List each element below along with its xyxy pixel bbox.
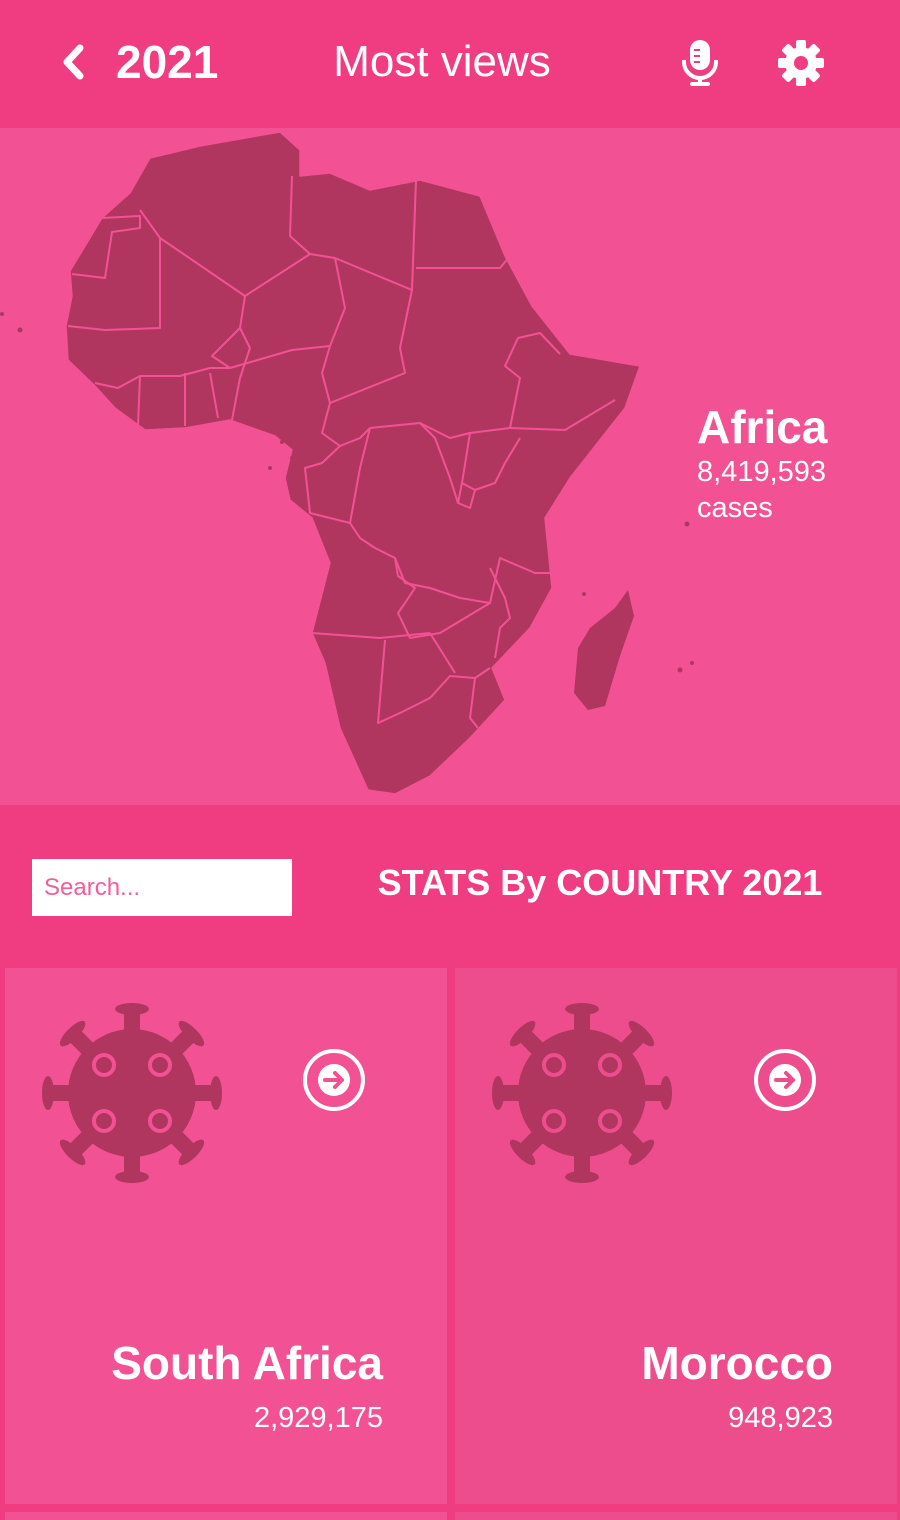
arrow-right-circle-icon [303,1049,365,1111]
arrow-right-circle-icon [754,1049,816,1111]
country-borders [67,175,616,729]
region-cases-unit: cases [697,492,773,524]
map-islands [0,312,694,673]
country-cases: 948,923 [728,1402,833,1434]
country-card-morocco[interactable]: Morocco 948,923 [455,968,897,1504]
virus-icon [492,1003,672,1183]
virus-spikes [492,1003,672,1183]
app-header: 2021 Most views [0,0,900,128]
page-title: Most views [333,37,551,86]
open-country-button[interactable] [753,1048,817,1112]
stats-toolbar: STATS By COUNTRY 2021 [0,805,900,968]
chevron-left-icon [63,44,84,80]
country-card-south-africa[interactable]: South Africa 2,929,175 [5,968,447,1504]
year-label[interactable]: 2021 [116,36,219,88]
country-cases: 2,929,175 [253,1402,383,1434]
gear-icon [778,40,824,86]
open-country-button[interactable] [302,1048,366,1112]
search-input[interactable] [32,859,292,916]
region-map-panel: Africa 8,419,593 cases [0,128,900,805]
stats-heading: STATS By COUNTRY 2021 [377,862,823,903]
madagascar-shape [574,590,634,710]
africa-continent-shape [65,131,641,795]
region-cases-count: 8,419,593 [697,456,827,488]
back-button[interactable] [58,42,90,82]
next-card-row [455,1512,897,1520]
country-name: Morocco [641,1337,833,1389]
settings-button[interactable] [776,38,826,88]
microphone-icon [682,40,718,86]
virus-icon [42,1003,222,1183]
next-card-row [5,1512,447,1520]
region-name: Africa [697,401,828,453]
country-name: South Africa [111,1337,383,1389]
africa-map[interactable] [0,128,900,805]
voice-search-button[interactable] [678,38,722,88]
